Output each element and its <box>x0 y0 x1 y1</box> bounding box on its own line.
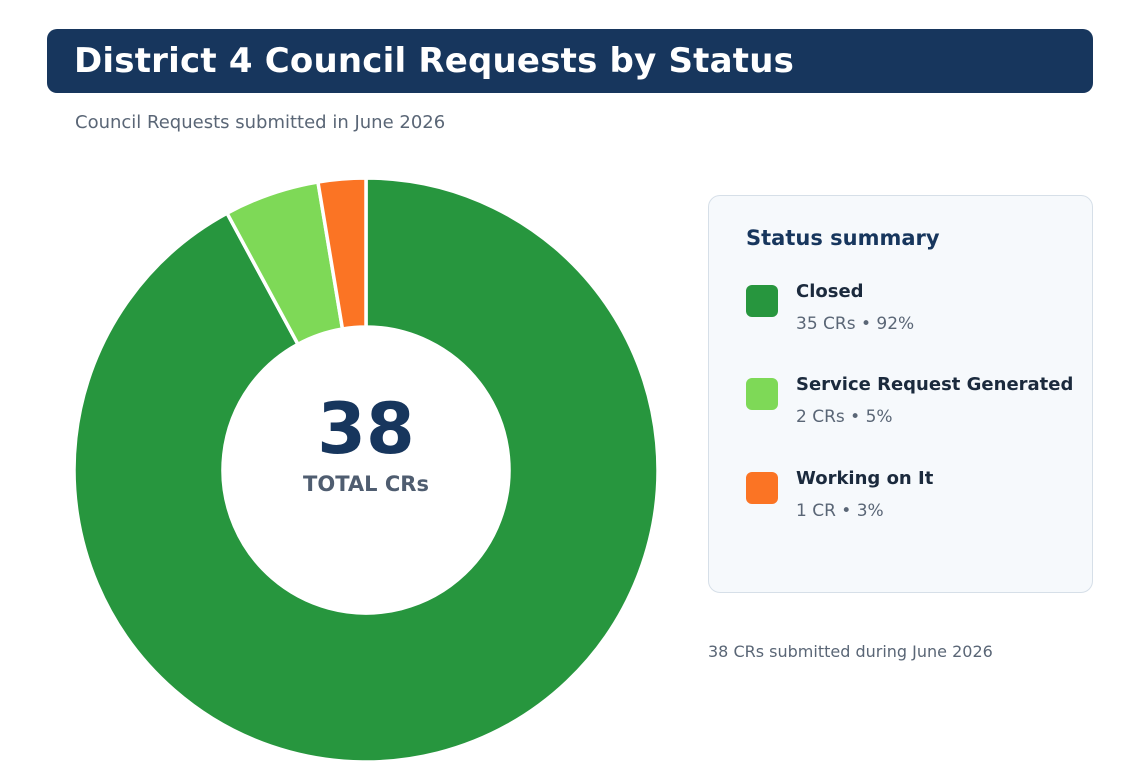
page-subtitle: Council Requests submitted in June 2026 <box>75 112 446 133</box>
legend-label-working-on-it: Working on It <box>796 468 934 489</box>
legend-swatch-working-on-it <box>746 472 778 504</box>
legend-item-working-on-it: Working on It 1 CR • 3% <box>746 468 1106 528</box>
legend-detail-closed: 35 CRs • 92% <box>796 314 915 334</box>
legend-detail-working-on-it: 1 CR • 3% <box>796 501 884 521</box>
slice-closed <box>72 176 660 764</box>
legend-swatch-service-request-generated <box>746 378 778 410</box>
donut-chart: 38 TOTAL CRs <box>72 176 660 764</box>
title-bar: District 4 Council Requests by Status <box>47 29 1093 93</box>
legend-label-closed: Closed <box>796 281 864 302</box>
legend-swatch-closed <box>746 285 778 317</box>
footnote: 38 CRs submitted during June 2026 <box>708 642 993 661</box>
legend-detail-service-request-generated: 2 CRs • 5% <box>796 407 893 427</box>
center-total-value: 38 <box>317 388 414 470</box>
status-summary-panel: Status summary Closed 35 CRs • 92% Servi… <box>708 195 1093 593</box>
legend-item-closed: Closed 35 CRs • 92% <box>746 281 1106 341</box>
legend-label-service-request-generated: Service Request Generated <box>796 374 1074 395</box>
center-total-label: TOTAL CRs <box>303 472 429 496</box>
page-title: District 4 Council Requests by Status <box>74 41 795 81</box>
slice-working-on-it <box>316 176 368 331</box>
legend-title: Status summary <box>746 226 940 250</box>
legend-item-service-request-generated: Service Request Generated 2 CRs • 5% <box>746 374 1106 434</box>
